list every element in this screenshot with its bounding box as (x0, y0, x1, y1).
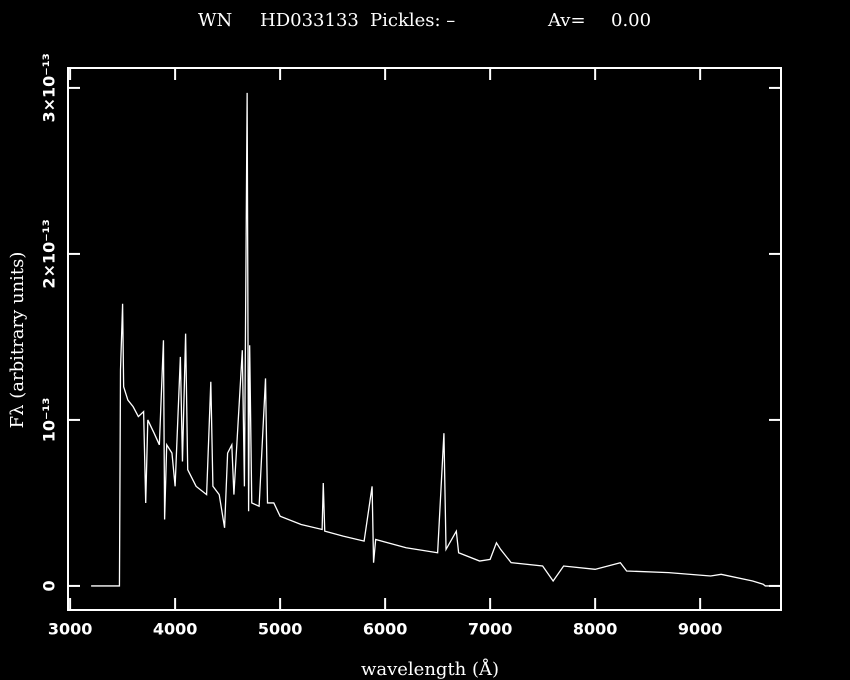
av-label: Av= (547, 10, 586, 31)
x-tick-label: 4000 (153, 620, 198, 639)
spectrum-line (91, 92, 781, 587)
av-value: 0.00 (611, 10, 651, 31)
x-tick-label: 8000 (573, 620, 618, 639)
pickles: Pickles: – (370, 10, 455, 31)
x-tick-label: 3000 (48, 620, 93, 639)
y-tick-label: 10⁻¹³ (40, 398, 59, 443)
y-tick-label: 2×10⁻¹³ (40, 219, 59, 288)
object-name: HD033133 (260, 10, 359, 31)
x-tick-label: 6000 (363, 620, 408, 639)
y-axis-label: Fλ (arbitrary units) (7, 252, 28, 429)
plot-frame (67, 67, 782, 611)
x-tick-label: 5000 (258, 620, 303, 639)
x-axis-label: wavelength (Å) (361, 658, 499, 680)
x-tick-label: 7000 (468, 620, 513, 639)
chart-title: WN (198, 10, 232, 31)
x-tick-label: 9000 (678, 620, 723, 639)
y-tick-label: 3×10⁻¹³ (40, 53, 59, 122)
y-tick-label: 0 (40, 580, 59, 591)
